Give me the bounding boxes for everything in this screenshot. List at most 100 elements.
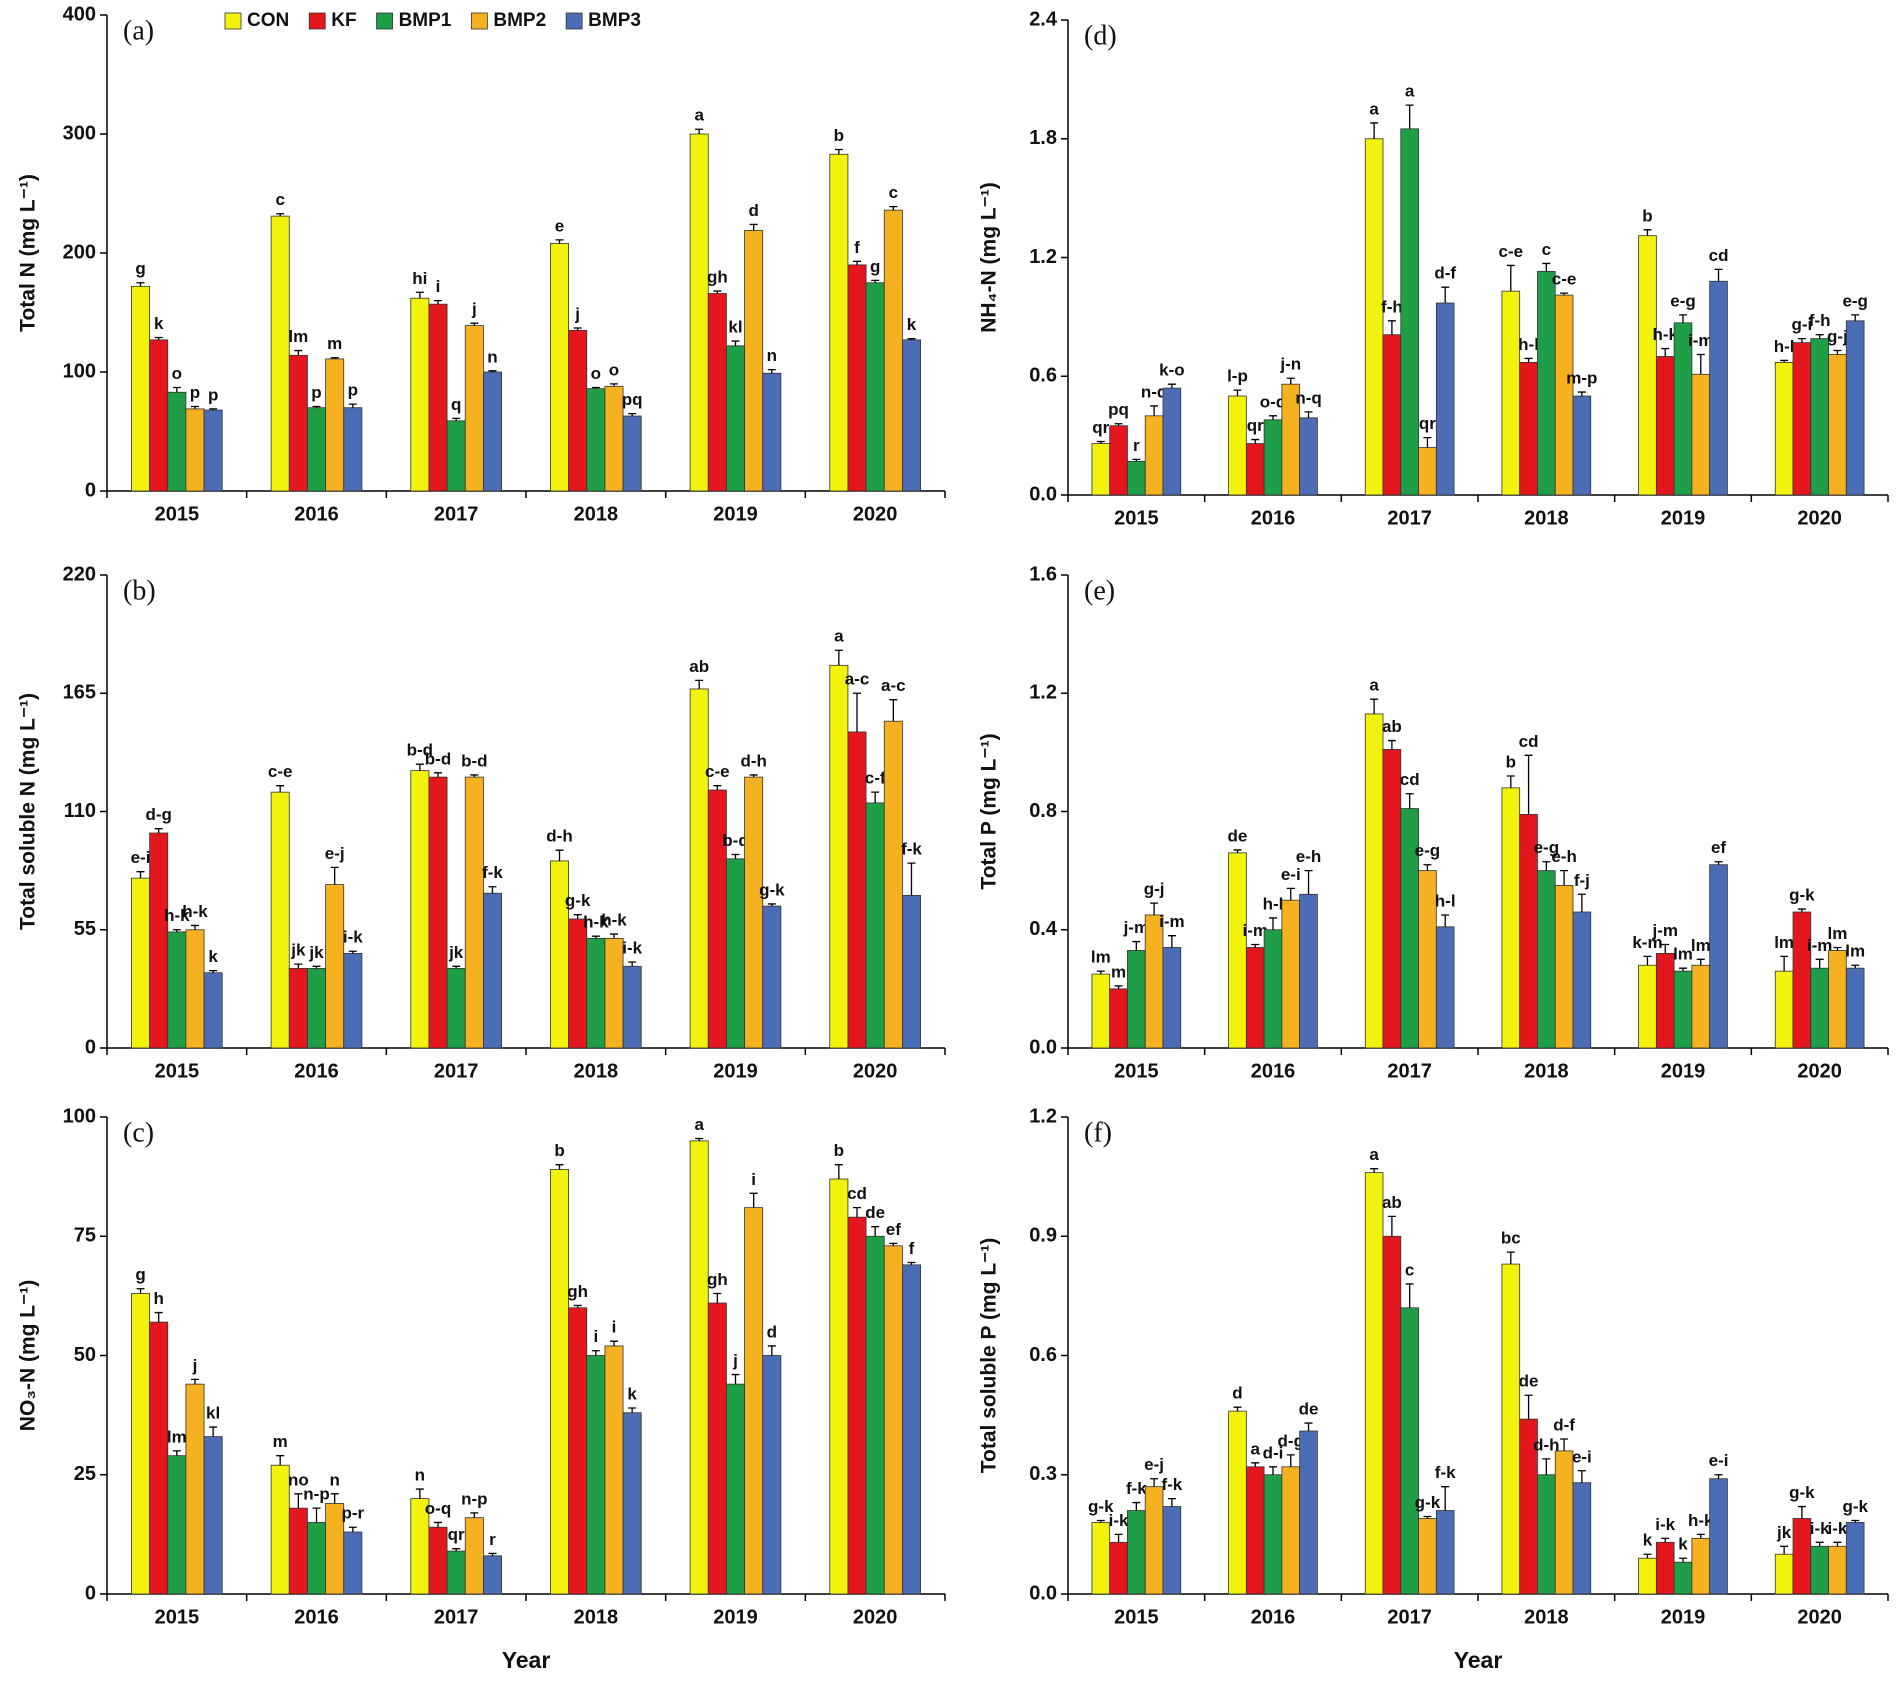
bar [343, 1531, 363, 1595]
error-bar [1132, 1501, 1141, 1511]
bar [762, 1355, 782, 1595]
legend-swatch [376, 12, 393, 30]
significance-letter: pq [1108, 400, 1129, 419]
error-bar [312, 965, 321, 969]
error-bar [190, 405, 199, 409]
error-bar [1233, 849, 1242, 853]
error-bar [1780, 359, 1789, 363]
significance-letter: h-k [1652, 325, 1678, 344]
error-bar [713, 785, 722, 790]
error-bar [731, 1373, 740, 1385]
bar [483, 371, 502, 492]
bar [1537, 270, 1556, 496]
x-tick-label: 2018 [1524, 1060, 1569, 1082]
bar [1709, 280, 1728, 496]
bar [707, 293, 727, 492]
bar [762, 372, 782, 492]
y-tick-label: 2.4 [1029, 8, 1058, 30]
error-bar [294, 349, 303, 356]
significance-letter: qr [1092, 418, 1109, 437]
error-bar [1661, 1537, 1670, 1543]
error-bar [488, 1552, 497, 1556]
significance-letter: lm [1691, 936, 1711, 955]
error-bar [871, 1226, 880, 1237]
significance-letter: f-k [1161, 1475, 1182, 1494]
legend-swatch [224, 12, 242, 30]
significance-letter: l-p [1227, 367, 1248, 386]
significance-letter: qr [1419, 414, 1436, 433]
bar [1299, 893, 1318, 1049]
error-bar [853, 260, 862, 265]
bar [1091, 443, 1111, 496]
significance-letter: q [451, 395, 461, 414]
significance-letter: a [834, 627, 844, 646]
bar [1245, 1466, 1265, 1595]
error-bar [172, 386, 181, 393]
error-bar [1233, 389, 1242, 397]
y-tick-label: 200 [63, 241, 96, 263]
error-bar [434, 772, 443, 778]
bar [1828, 354, 1847, 496]
bar [1435, 1510, 1455, 1595]
error-bar [1696, 353, 1705, 375]
error-bar [1370, 1168, 1379, 1173]
bar [446, 420, 466, 492]
significance-letter: qr [448, 1525, 465, 1544]
bar [622, 1412, 642, 1595]
error-bar [1405, 1283, 1414, 1308]
bar [288, 354, 308, 492]
bar [307, 1522, 326, 1595]
error-bar [555, 1164, 564, 1170]
significance-letter: c [889, 183, 898, 202]
significance-letter: j [732, 1351, 738, 1370]
error-bar [136, 871, 145, 879]
bar [185, 929, 205, 1049]
error-bar [1441, 286, 1450, 304]
error-bar [889, 205, 898, 211]
error-bar [889, 699, 898, 722]
error-bar [330, 1493, 339, 1504]
significance-letter: f-k [482, 863, 503, 882]
significance-letter: jk [448, 943, 464, 962]
error-bar [834, 649, 843, 666]
x-tick-label: 2017 [434, 1060, 479, 1082]
error-bar [1114, 985, 1123, 989]
error-bar [1560, 869, 1569, 886]
error-bar [1833, 1541, 1842, 1547]
significance-letter: b [834, 1141, 844, 1160]
x-tick-label: 2015 [1114, 1060, 1159, 1082]
significance-letter: b-d [722, 831, 748, 850]
error-bar [628, 961, 637, 967]
significance-letter: i-k [1828, 1519, 1848, 1538]
error-bar [1387, 739, 1396, 750]
significance-letter: a-c [845, 670, 870, 689]
significance-letter: m [273, 1432, 288, 1451]
error-bar [1096, 440, 1105, 444]
bar [1281, 1466, 1301, 1595]
bar [131, 877, 150, 1049]
significance-letter: ab [1382, 717, 1402, 736]
error-bar [1370, 122, 1379, 139]
error-bar [1679, 1557, 1687, 1563]
significance-letter: d-f [1553, 1415, 1575, 1434]
x-tick-label: 2015 [1114, 1606, 1159, 1628]
bar [604, 1345, 624, 1595]
bar [1263, 929, 1283, 1049]
error-bar [348, 1526, 357, 1532]
error-bar [1643, 955, 1652, 966]
significance-letter: n-p [461, 1489, 487, 1508]
x-tick-label: 2015 [155, 1060, 200, 1082]
panel-title: (a) [123, 15, 154, 46]
bar [847, 1216, 867, 1595]
error-bar [1096, 1519, 1105, 1523]
significance-letter: i-m [1159, 912, 1185, 931]
significance-letter: e-j [325, 844, 345, 863]
significance-letter: a [1369, 99, 1379, 118]
x-tick-label: 2017 [1387, 1606, 1432, 1628]
significance-letter: e-i [131, 848, 151, 867]
bar [1655, 953, 1675, 1049]
x-tick-label: 2016 [1251, 1606, 1296, 1628]
error-bar [172, 929, 181, 932]
error-bar [609, 383, 618, 387]
significance-letter: cd [1400, 770, 1420, 789]
